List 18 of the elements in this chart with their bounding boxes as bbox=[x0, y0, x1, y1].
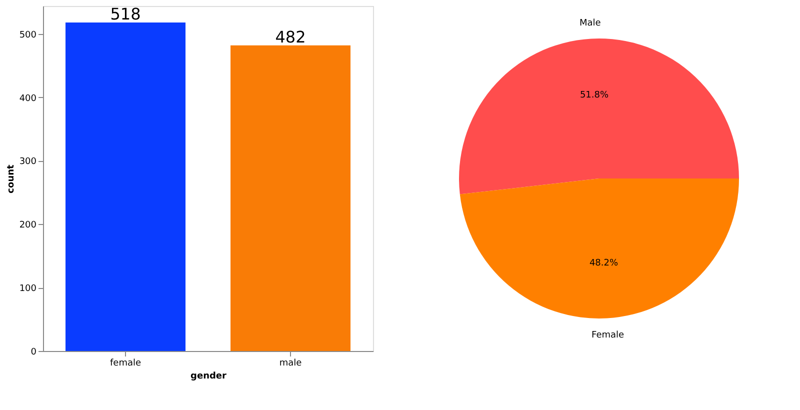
data-label: 51.8% bbox=[580, 90, 609, 101]
slice-label: Male bbox=[580, 18, 602, 29]
y-tick-label: 200 bbox=[19, 220, 37, 231]
y-axis-title: count bbox=[6, 164, 16, 194]
y-tick-label: 400 bbox=[19, 94, 37, 104]
y-tick-label: 500 bbox=[19, 30, 37, 40]
slice-label: Female bbox=[592, 330, 625, 340]
x-tick-label: female bbox=[110, 358, 142, 368]
x-axis-title: gender bbox=[190, 372, 228, 382]
data-label: 482 bbox=[275, 27, 306, 46]
x-tick-label: male bbox=[279, 358, 302, 368]
y-tick-label: 0 bbox=[30, 348, 37, 358]
data-label: 518 bbox=[110, 4, 141, 24]
data-label: 48.2% bbox=[589, 258, 618, 268]
pie-slice bbox=[460, 178, 739, 318]
y-tick-label: 300 bbox=[19, 157, 37, 168]
pie-slice bbox=[459, 38, 739, 194]
y-tick-label: 100 bbox=[19, 284, 37, 294]
